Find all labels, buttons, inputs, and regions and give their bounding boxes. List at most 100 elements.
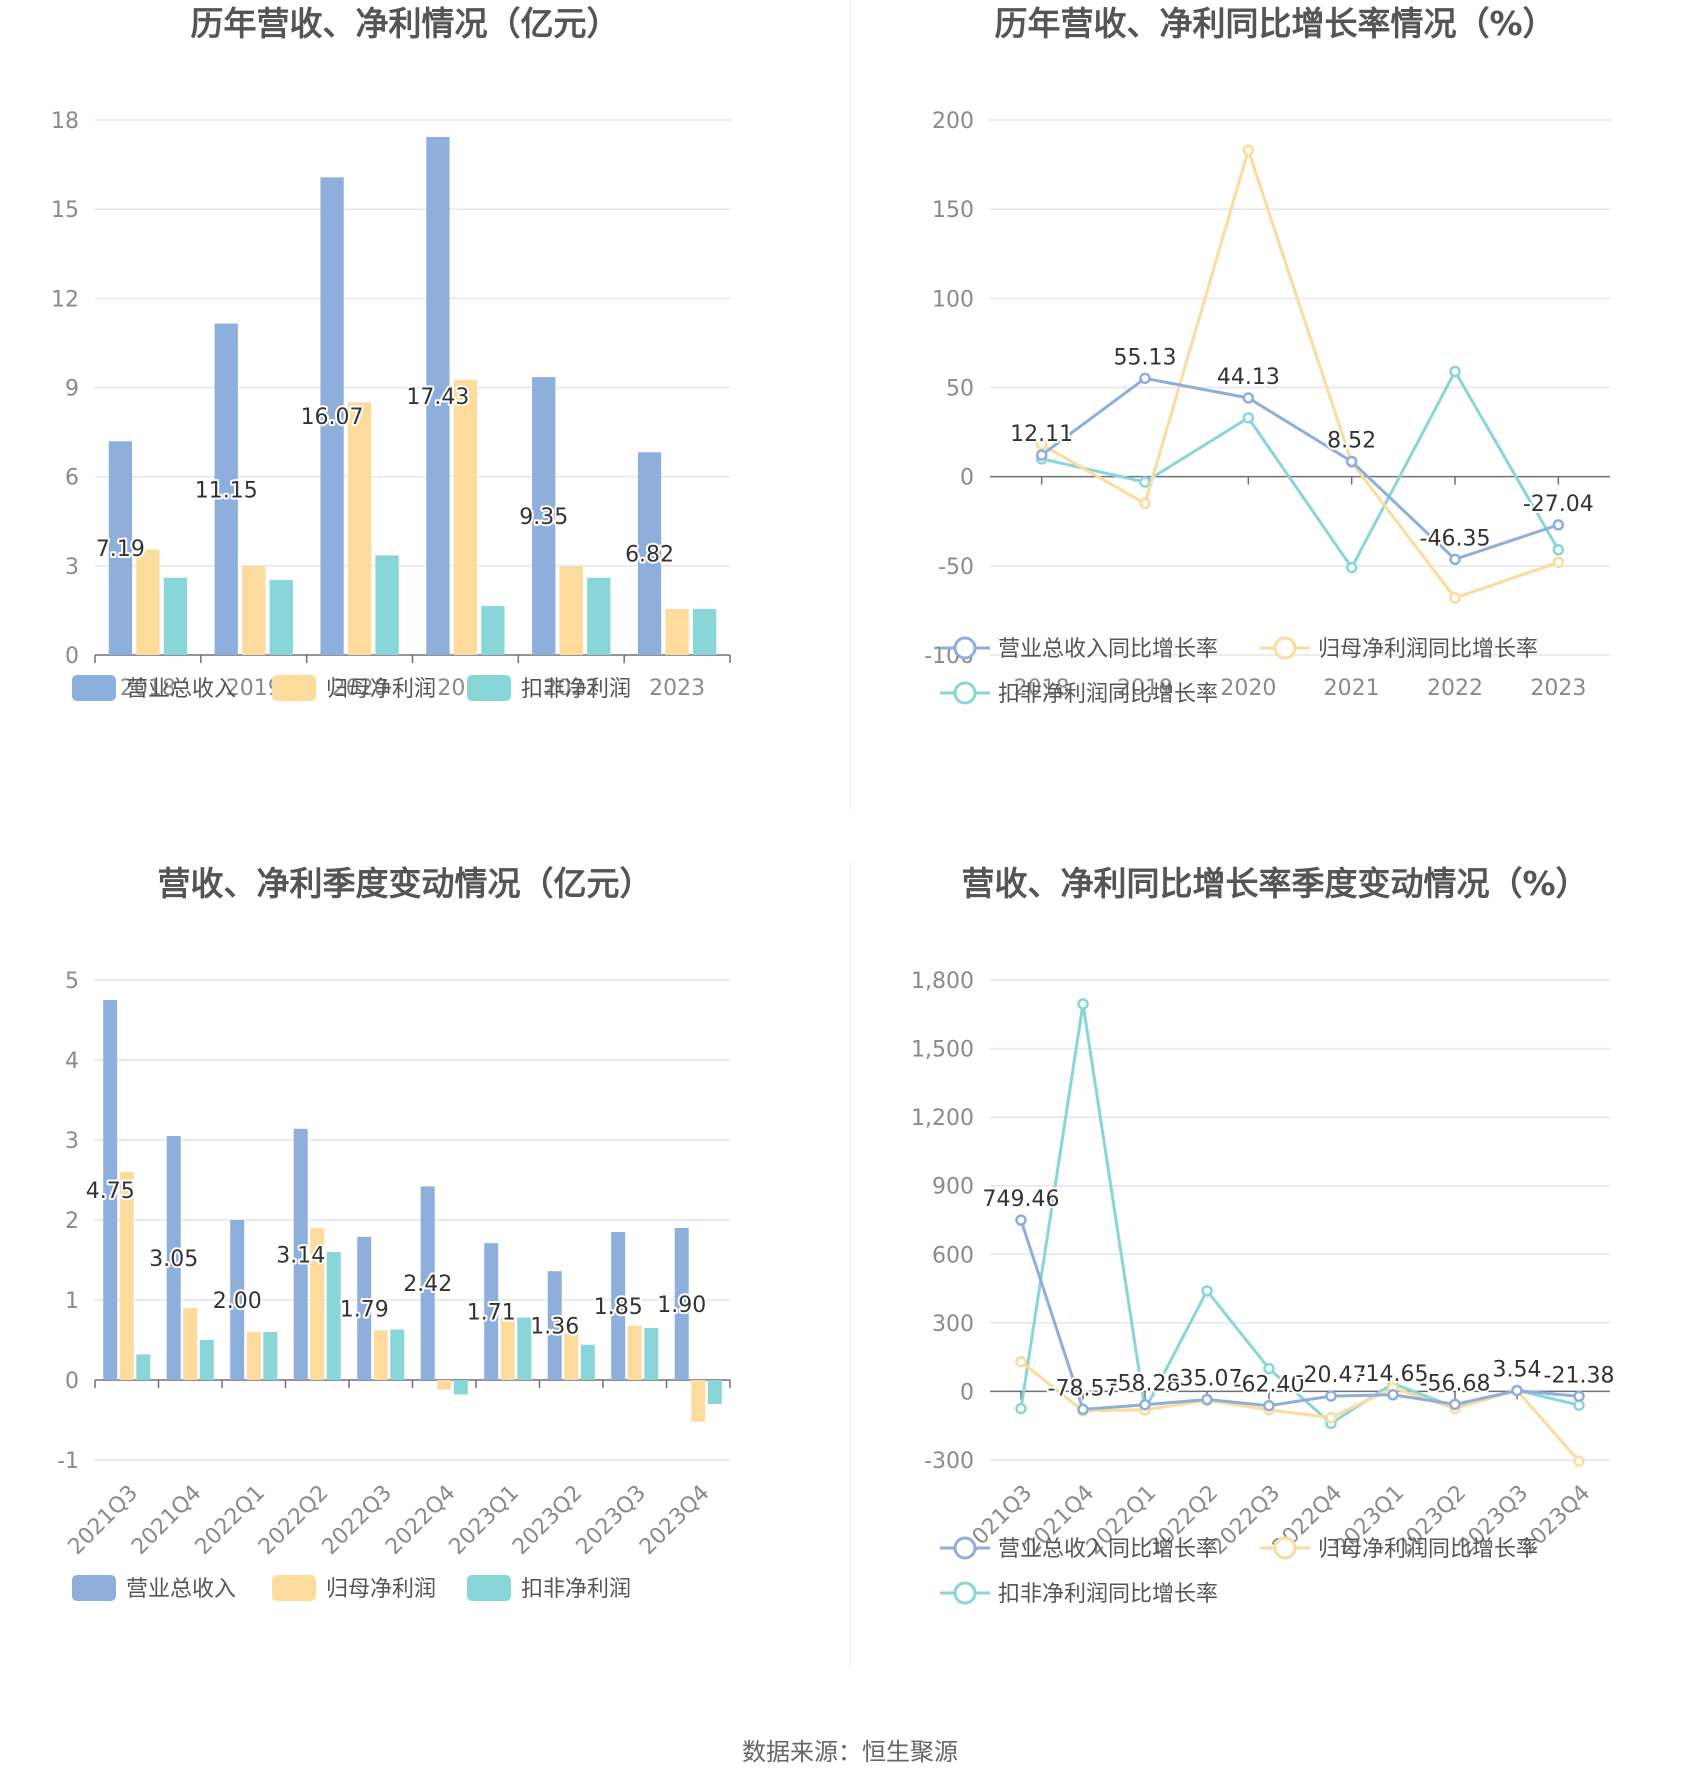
bar [547,1271,562,1380]
bar [517,1317,532,1380]
data-point [1263,1399,1275,1412]
x-tick-label: 2018 [120,676,176,701]
data-point [1242,412,1255,424]
bar [580,1344,595,1380]
data-point [1552,556,1565,569]
y-tick-label: 1 [65,1289,79,1314]
x-tick-label: 2021 [1324,676,1380,701]
line-data-label: -62.40 [1234,1373,1305,1398]
line-data-label: 8.52 [1327,428,1376,453]
bar [627,1325,642,1380]
y-tick-label: 3 [65,555,79,580]
legend-label: 营业总收入 [126,677,236,702]
data-point [1449,592,1461,604]
data-point [1077,998,1089,1010]
x-tick-label: 2022Q4 [381,1481,460,1560]
x-tick-label: 2019 [1117,676,1173,701]
data-point [1449,365,1461,378]
bar [357,1236,372,1380]
legend-circle-symbol [1273,636,1297,660]
bar-data-label: 3.05 [149,1247,198,1272]
legend-circle-symbol [1273,1536,1297,1560]
quarterly-chart-panel: 营收、净利季度变动情况（亿元） -1 0 1 2 3 4 5 2021Q3 2021Q4 2022Q… [0,860,850,1740]
bar [166,1136,181,1380]
bar [320,177,344,655]
legend-circle-symbol [953,1536,977,1560]
x-tick-label: 2022Q1 [191,1481,270,1560]
x-tick-label: 2023 [649,676,705,701]
y-tick-label: 4 [65,1049,79,1074]
line-data-label: -20.47 [1296,1363,1367,1388]
line-data-label: -58.28 [1110,1372,1181,1397]
x-tick-label: 2022 [1427,676,1483,701]
y-tick-label: 0 [960,466,974,491]
bar [611,1232,626,1380]
quarterly-growth-rate-chart: 营收、净利同比增长率季度变动情况（%） -300 0 300 600 900 1,200 1,… [911,864,1616,1607]
data-point [1345,561,1358,574]
vertical-divider-top [850,0,851,810]
y-tick-label: 5 [65,969,79,994]
bar [665,608,689,655]
line-data-label: 44.13 [1217,365,1280,390]
x-tick-label: 2018 [1014,676,1070,701]
bar [269,580,293,655]
x-tick-label: 2023Q1 [445,1481,524,1560]
data-point [1015,1402,1027,1415]
legend-label: 归母净利润 [326,1577,436,1602]
data-point [1139,1398,1151,1411]
chart-title: 历年营收、净利同比增长率情况（%） [994,4,1555,43]
bar [637,452,662,655]
bar [326,1252,341,1380]
line-data-label: -27.04 [1523,492,1594,517]
bar [136,1354,151,1380]
y-tick-label: 300 [932,1312,974,1337]
bar [136,549,160,655]
legend-label: 扣非净利润同比增长率 [998,1582,1218,1607]
bar [263,1332,278,1380]
bar [163,577,188,655]
legend-swatch [72,675,116,701]
bar [484,1243,499,1380]
data-point [1345,455,1358,468]
bar [108,441,133,655]
bar [119,1172,134,1380]
data-source-note: 数据来源：恒生聚源 [0,1732,1700,1767]
chart-title: 历年营收、净利情况（亿元） [191,4,620,43]
legend-swatch [272,675,316,701]
y-tick-label: -1 [57,1449,79,1474]
bar [230,1220,245,1380]
data-point [1242,144,1255,157]
y-tick-label: 6 [65,466,79,491]
x-tick-label: 2020 [332,676,388,701]
data-point [1201,1285,1213,1297]
bar [242,565,266,655]
bar-data-label: 3.14 [276,1243,325,1268]
bar [293,1128,308,1380]
x-tick-label: 2022Q3 [318,1481,397,1560]
data-point [1139,497,1151,510]
bar-data-label: 2.00 [213,1289,262,1314]
legend-label: 营业总收入同比增长率 [998,637,1218,662]
y-tick-label: 3 [65,1129,79,1154]
bar [481,605,505,655]
bar [420,1186,435,1380]
data-point [1139,476,1151,488]
x-tick-label: 2023Q4 [635,1481,714,1560]
bar [426,136,450,656]
y-tick-label: 18 [51,109,79,134]
data-point [1449,553,1461,566]
line-data-label: 3.54 [1493,1358,1542,1383]
x-tick-label: 2021Q4 [127,1481,206,1560]
line-data-label: -35.07 [1172,1366,1243,1391]
bar [390,1329,405,1380]
y-tick-label: 1,800 [911,969,974,994]
y-tick-label: 50 [946,377,974,402]
bar [214,323,238,655]
bar-data-label: 1.90 [657,1293,706,1318]
legend-label: 归母净利润同比增长率 [1318,1537,1538,1562]
bar [199,1340,214,1380]
bar [375,555,399,655]
bar-data-label: 1.36 [530,1315,579,1340]
series-line [1040,376,1559,562]
bar [564,1333,579,1380]
